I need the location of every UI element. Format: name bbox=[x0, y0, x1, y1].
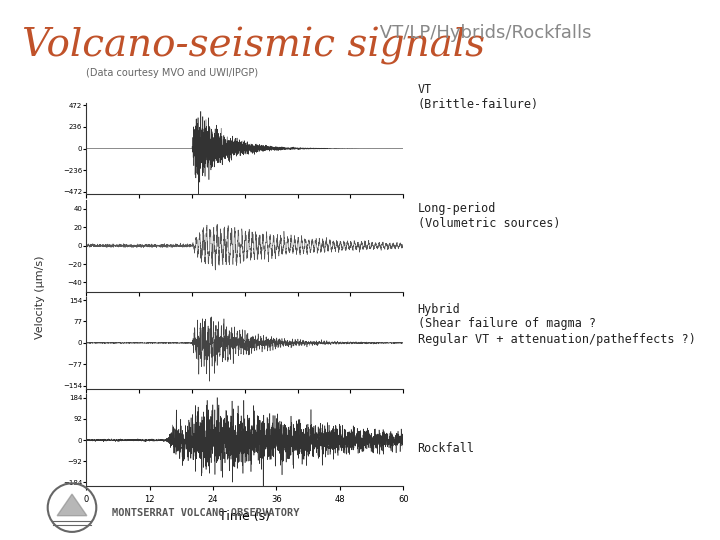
Text: (Data courtesy MVO and UWI/IPGP): (Data courtesy MVO and UWI/IPGP) bbox=[86, 68, 258, 78]
Text: VT/LP/Hybrids/Rockfalls: VT/LP/Hybrids/Rockfalls bbox=[374, 24, 592, 42]
Text: Velocity (μm/s): Velocity (μm/s) bbox=[35, 255, 45, 339]
Text: VT
(Brittle-failure): VT (Brittle-failure) bbox=[418, 83, 539, 111]
Text: Rockfall: Rockfall bbox=[418, 442, 474, 455]
X-axis label: Time (s): Time (s) bbox=[220, 510, 270, 523]
Polygon shape bbox=[57, 494, 87, 516]
Text: Long-period
(Volumetric sources): Long-period (Volumetric sources) bbox=[418, 202, 560, 230]
Text: Volcano-seismic signals: Volcano-seismic signals bbox=[22, 27, 485, 65]
Text: Hybrid
(Shear failure of magma ?
Regular VT + attenuation/patheffects ?): Hybrid (Shear failure of magma ? Regular… bbox=[418, 302, 696, 346]
Text: MONTSERRAT VOLCANO OBSERVATORY: MONTSERRAT VOLCANO OBSERVATORY bbox=[112, 508, 299, 518]
